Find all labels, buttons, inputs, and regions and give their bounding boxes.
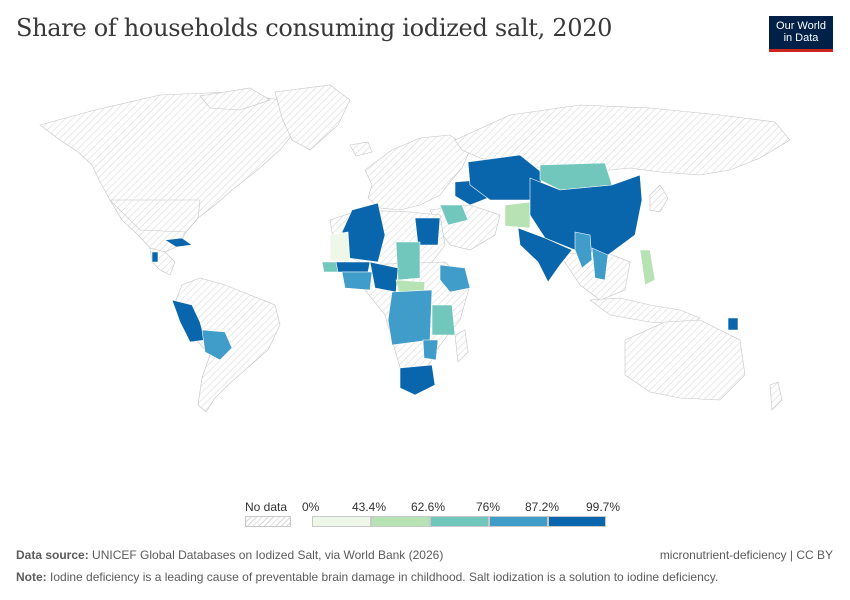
country-thailand-region[interactable] [591,247,609,281]
legend-bin-label-4: 87.2% [525,500,560,514]
country-china[interactable] [529,174,643,256]
country-algeria[interactable] [341,202,386,263]
country-west-africa-3[interactable] [341,271,373,291]
new-zealand[interactable] [769,381,783,411]
legend-no-data-label: No data [245,500,288,514]
country-west-africa-2[interactable] [335,261,371,273]
footer-source: Data source: UNICEF Global Databases on … [16,548,443,562]
footer-attribution[interactable]: micronutrient-deficiency | CC BY [659,548,833,562]
source-text[interactable]: UNICEF Global Databases on Iodized Salt,… [92,548,444,562]
country-egypt[interactable] [414,217,441,246]
madagascar[interactable] [454,329,469,363]
legend-swatch-3[interactable] [489,516,548,527]
legend-swatch-1[interactable] [371,516,430,527]
country-usa-region[interactable] [109,199,201,233]
australia[interactable] [624,319,746,401]
country-south-africa[interactable] [399,364,436,396]
logo-line-1: Our World [776,20,826,32]
footer-note: Note: Iodine deficiency is a leading cau… [16,570,718,584]
source-label: Data source: [16,548,89,562]
country-afghanistan[interactable] [504,201,531,229]
country-png-region[interactable] [727,317,739,331]
legend-swatch-0[interactable] [312,516,371,527]
logo-line-2: in Data [783,32,819,44]
country-ethiopia[interactable] [439,264,471,293]
country-mozambique[interactable] [422,339,439,361]
legend-bin-label-2: 62.6% [411,500,446,514]
country-philippines[interactable] [639,249,656,286]
map-legend: No data 0% 43.4% 62.6% 76% 87.2% 99.7% [240,498,620,538]
legend-bin-label-3: 76% [476,500,501,514]
country-sudan[interactable] [395,241,421,281]
owid-logo[interactable]: Our World in Data [769,16,833,52]
chart-title: Share of households consuming iodized sa… [16,14,613,42]
europe[interactable] [364,134,471,211]
country-haiti[interactable] [151,251,159,263]
country-iraq-syria[interactable] [439,204,469,226]
note-label: Note: [16,570,47,584]
legend-bin-label-0: 0% [302,500,320,514]
legend-swatch-4[interactable] [548,516,606,527]
legend-end-label: 99.7% [586,500,621,514]
greenland[interactable] [274,84,351,151]
world-map [39,84,791,413]
country-india[interactable] [517,227,573,283]
legend-swatch-2[interactable] [430,516,489,527]
legend-bin-label-1: 43.4% [352,500,387,514]
country-drc[interactable] [387,289,433,346]
japan[interactable] [649,184,669,213]
country-mauritania[interactable] [329,231,351,263]
country-cuba[interactable] [164,237,193,248]
note-text: Iodine deficiency is a leading cause of … [50,570,719,584]
country-tanzania[interactable] [431,304,456,336]
country-myanmar[interactable] [574,231,593,269]
country-bolivia[interactable] [201,329,233,361]
arctic-islands[interactable] [199,87,271,111]
iceland[interactable] [349,141,373,157]
legend-no-data-swatch[interactable] [245,516,291,527]
indonesia[interactable] [589,297,701,326]
